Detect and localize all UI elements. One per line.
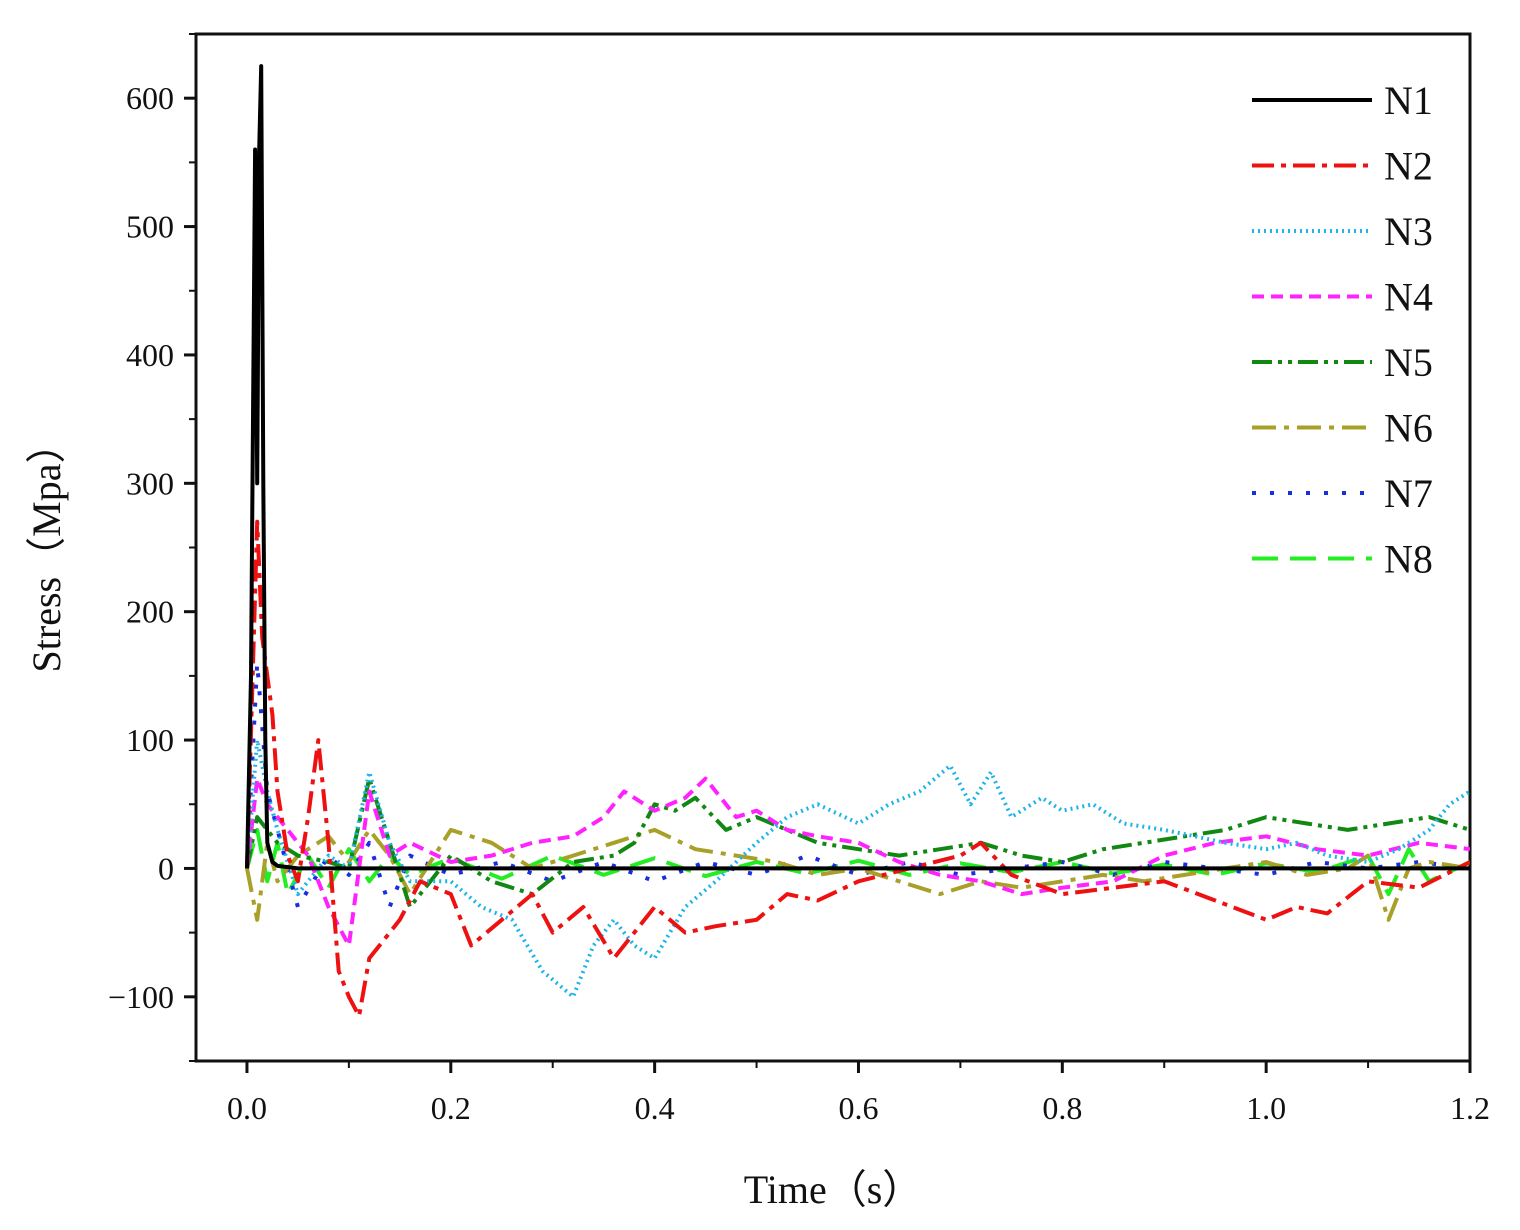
legend: N1 N2 N3 N4 N5 N6 N7 N8: [1252, 78, 1433, 582]
plot-frame: [194, 32, 1472, 1063]
x-tick-label: 1.2: [1450, 1090, 1490, 1126]
y-tick-label: 400: [126, 337, 174, 373]
y-tick-label: 100: [126, 722, 174, 758]
series-line-n4: [245, 776, 1470, 948]
x-tick-label: 0.8: [1042, 1090, 1082, 1126]
x-tick-label: 0.4: [635, 1090, 675, 1126]
y-tick-label: −100: [108, 979, 174, 1015]
legend-label-n8: N8: [1384, 537, 1433, 582]
series-layer: [245, 64, 1470, 1019]
y-tick-label: 0: [158, 850, 174, 886]
y-tick-label: 500: [126, 209, 174, 245]
y-axis-title: Stress（Mpa）: [24, 424, 69, 673]
y-axis: −100 0 100 200 300 400 500 600: [108, 33, 196, 1062]
legend-label-n4: N4: [1384, 275, 1433, 320]
legend-label-n5: N5: [1384, 340, 1433, 385]
legend-label-n2: N2: [1384, 144, 1433, 189]
x-tick-label: 0.0: [227, 1090, 267, 1126]
series-line-n5: [245, 776, 1470, 909]
series-line-n1: [245, 64, 1470, 871]
x-tick-label: 0.2: [431, 1090, 471, 1126]
x-tick-label: 0.6: [838, 1090, 878, 1126]
series-line-n8: [245, 827, 1470, 897]
legend-label-n3: N3: [1384, 209, 1433, 254]
series-line-n2: [245, 519, 1470, 1019]
x-axis: 0.0 0.2 0.4 0.6 0.8 1.0 1.2: [227, 1061, 1490, 1126]
legend-label-n1: N1: [1384, 78, 1433, 123]
y-tick-label: 300: [126, 465, 174, 501]
series-line-n3: [245, 738, 1470, 999]
y-tick-label: 200: [126, 594, 174, 630]
legend-label-n6: N6: [1384, 406, 1433, 451]
x-axis-title: Time（s）: [744, 1167, 923, 1212]
legend-label-n7: N7: [1384, 471, 1433, 516]
x-tick-label: 1.0: [1246, 1090, 1286, 1126]
y-tick-label: 600: [126, 80, 174, 116]
